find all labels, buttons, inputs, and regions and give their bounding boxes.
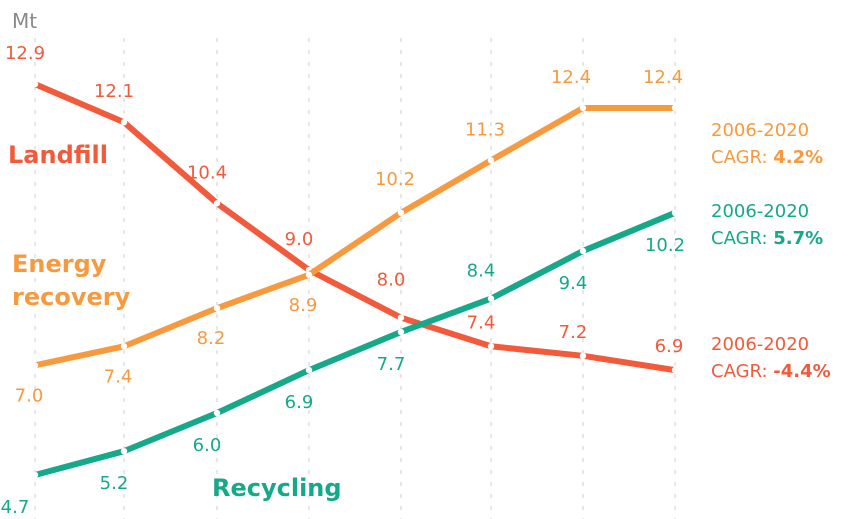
data-point: [579, 104, 587, 112]
data-point: [213, 304, 221, 312]
cagr-energy-recovery: 2006-2020 CAGR: 4.2%: [711, 120, 823, 168]
gridlines: [34, 38, 676, 519]
data-label: 9.4: [559, 273, 588, 294]
data-point: [213, 200, 221, 207]
data-label: 8.9: [289, 295, 318, 316]
data-label: 7.7: [377, 354, 406, 375]
data-label: 7.0: [15, 385, 44, 406]
series-recycling: 4.7 5.2 6.0 6.9 7.7 8.4 9.4 10.2: [1, 209, 685, 518]
data-label: 4.7: [1, 497, 30, 518]
data-label: 10.2: [375, 169, 415, 190]
data-label: 8.4: [467, 261, 496, 282]
data-label: 10.4: [187, 162, 227, 183]
data-point: [397, 314, 405, 321]
data-label: 5.2: [100, 473, 129, 494]
data-label: 12.4: [551, 67, 591, 88]
cagr-prefix: CAGR:: [711, 361, 773, 382]
data-point: [31, 80, 39, 88]
data-label: 7.4: [467, 312, 496, 333]
data-label: 8.2: [197, 328, 226, 349]
data-point: [487, 157, 495, 164]
data-point: [213, 409, 221, 417]
data-point: [120, 343, 128, 350]
series-energy-recovery: 7.0 7.4 8.2 8.9 10.2 11.3 12.4 12.4: [15, 67, 683, 406]
series-title-energy-2: recovery: [12, 283, 131, 311]
series-line: [32, 209, 678, 478]
data-label: 6.9: [655, 336, 684, 357]
data-point: [579, 247, 587, 255]
series-title-landfill: Landfill: [8, 141, 108, 169]
data-point: [579, 352, 587, 360]
cagr-prefix: CAGR:: [711, 147, 773, 168]
cagr-prefix: CAGR:: [711, 228, 773, 249]
series-line: [32, 104, 678, 369]
data-point: [487, 295, 495, 302]
data-label: 10.2: [645, 235, 685, 256]
data-point: [397, 209, 405, 217]
data-point: [31, 362, 39, 369]
data-label: 9.0: [285, 229, 314, 250]
cagr-line: CAGR: -4.4%: [711, 361, 831, 382]
cagr-period: 2006-2020: [711, 201, 809, 222]
series-title-recycling: Recycling: [212, 474, 342, 502]
data-label: 6.0: [193, 435, 222, 456]
cagr-period: 2006-2020: [711, 334, 809, 355]
data-point: [487, 343, 495, 350]
data-label: 8.0: [377, 270, 406, 291]
data-label: 7.4: [104, 366, 133, 387]
data-label: 11.3: [465, 119, 505, 140]
cagr-line: CAGR: 5.7%: [711, 228, 823, 249]
series-line: [32, 81, 678, 374]
series-title-energy-1: Energy: [12, 250, 107, 278]
data-point: [31, 471, 39, 479]
data-point: [397, 328, 405, 336]
data-label: 12.4: [643, 67, 683, 88]
cagr-landfill: 2006-2020 CAGR: -4.4%: [711, 334, 831, 382]
series-landfill: 12.9 12.1 10.4 9.0 8.0 7.4 7.2 6.9: [5, 43, 684, 374]
data-label: 12.9: [5, 43, 45, 64]
cagr-line: CAGR: 4.2%: [711, 147, 823, 168]
data-point: [671, 104, 679, 112]
cagr-recycling: 2006-2020 CAGR: 5.7%: [711, 201, 823, 249]
data-point: [305, 271, 313, 278]
cagr-period: 2006-2020: [711, 120, 809, 141]
data-point: [671, 366, 679, 374]
data-point: [120, 119, 128, 126]
cagr-value: -4.4%: [773, 361, 830, 382]
data-point: [120, 447, 128, 455]
data-point: [305, 366, 313, 374]
cagr-value: 4.2%: [773, 147, 823, 168]
data-label: 6.9: [285, 392, 314, 413]
cagr-value: 5.7%: [773, 228, 823, 249]
data-point: [671, 209, 679, 217]
data-label: 12.1: [94, 81, 134, 102]
data-label: 7.2: [559, 322, 588, 343]
y-unit-label: Mt: [12, 9, 37, 33]
